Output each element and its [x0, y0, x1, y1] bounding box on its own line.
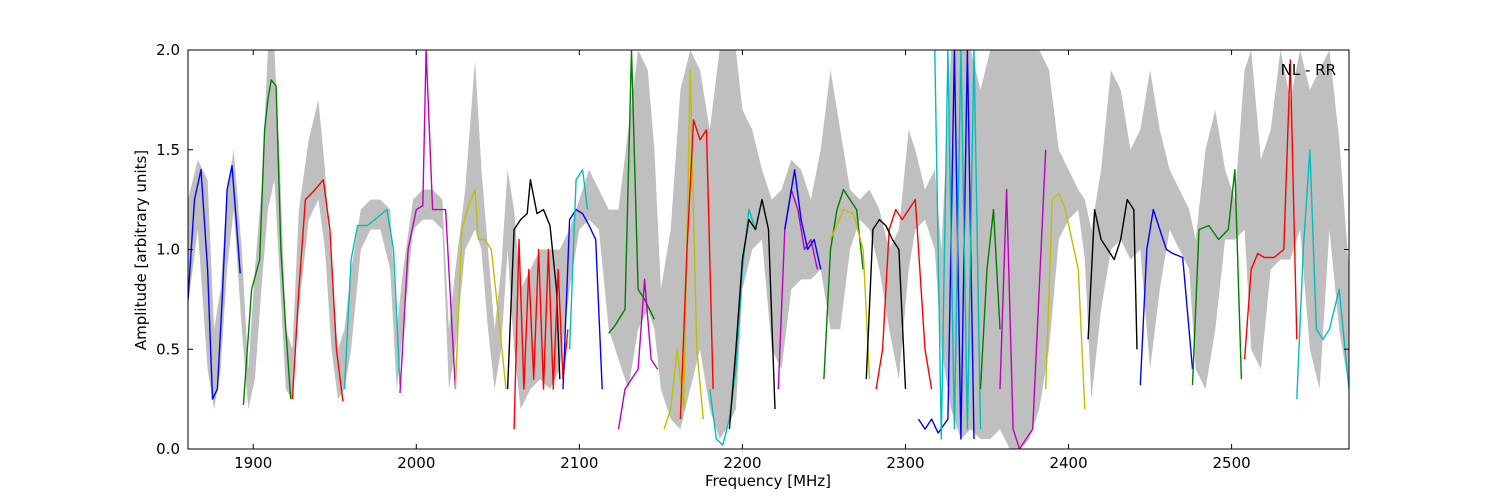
y-tick-label: 2.0	[156, 41, 180, 59]
series-line-22	[865, 218, 907, 390]
series-line-26	[999, 149, 1047, 449]
y-tick-label: 1.5	[156, 141, 180, 159]
series-line-27	[1045, 192, 1086, 410]
chart-annotation: NL - RR	[1281, 61, 1336, 79]
series-line-32	[1296, 149, 1349, 400]
series-line-3	[291, 178, 344, 402]
envelope-band	[188, 50, 1349, 449]
x-tick-label: 2500	[1213, 454, 1251, 472]
series-line-12	[617, 278, 659, 430]
x-axis: 1900 2000 2100 2200 2300 2400 2500	[234, 50, 1251, 472]
series-line-18	[784, 168, 822, 270]
series-line-7	[506, 178, 561, 390]
series-line-30	[1191, 168, 1243, 386]
y-axis: 0.0 0.5 1.0 1.5 2.0	[156, 41, 1349, 458]
x-tick-label: 2400	[1049, 454, 1087, 472]
y-tick-label: 0.0	[156, 440, 180, 458]
x-tick-label: 2200	[723, 454, 761, 472]
series-line-24	[934, 50, 982, 440]
y-axis-label: Amplitude [arbitrary units]	[132, 150, 150, 350]
x-tick-label: 2300	[886, 454, 924, 472]
y-tick-label: 1.0	[156, 241, 180, 259]
series-line-6	[454, 188, 507, 390]
series-line-4	[343, 208, 401, 390]
plot-area	[188, 50, 1349, 449]
series-line-23	[917, 50, 975, 440]
series-line-8	[513, 238, 569, 430]
series-line-5	[399, 50, 457, 394]
series-line-10	[568, 168, 589, 350]
y-tick-label: 0.5	[156, 340, 180, 358]
series-line-25	[979, 208, 1001, 390]
series-line-2	[242, 79, 292, 406]
series-line-20	[829, 208, 871, 380]
series-line-29	[1139, 208, 1194, 386]
series-line-28	[1087, 198, 1138, 350]
series-line-31	[1243, 59, 1298, 360]
series-line-19	[823, 188, 864, 380]
series-line-14	[679, 119, 714, 420]
series-line-9	[562, 208, 603, 390]
series-line-13	[663, 69, 704, 430]
series-line-21	[875, 198, 933, 390]
x-tick-label: 2100	[560, 454, 598, 472]
series-line-1	[188, 164, 241, 400]
x-tick-label: 2000	[397, 454, 435, 472]
series-line-16	[728, 198, 776, 430]
x-axis-label: Frequency [MHz]	[705, 472, 831, 490]
x-tick-label: 1900	[234, 454, 272, 472]
series-line-11	[608, 50, 656, 334]
